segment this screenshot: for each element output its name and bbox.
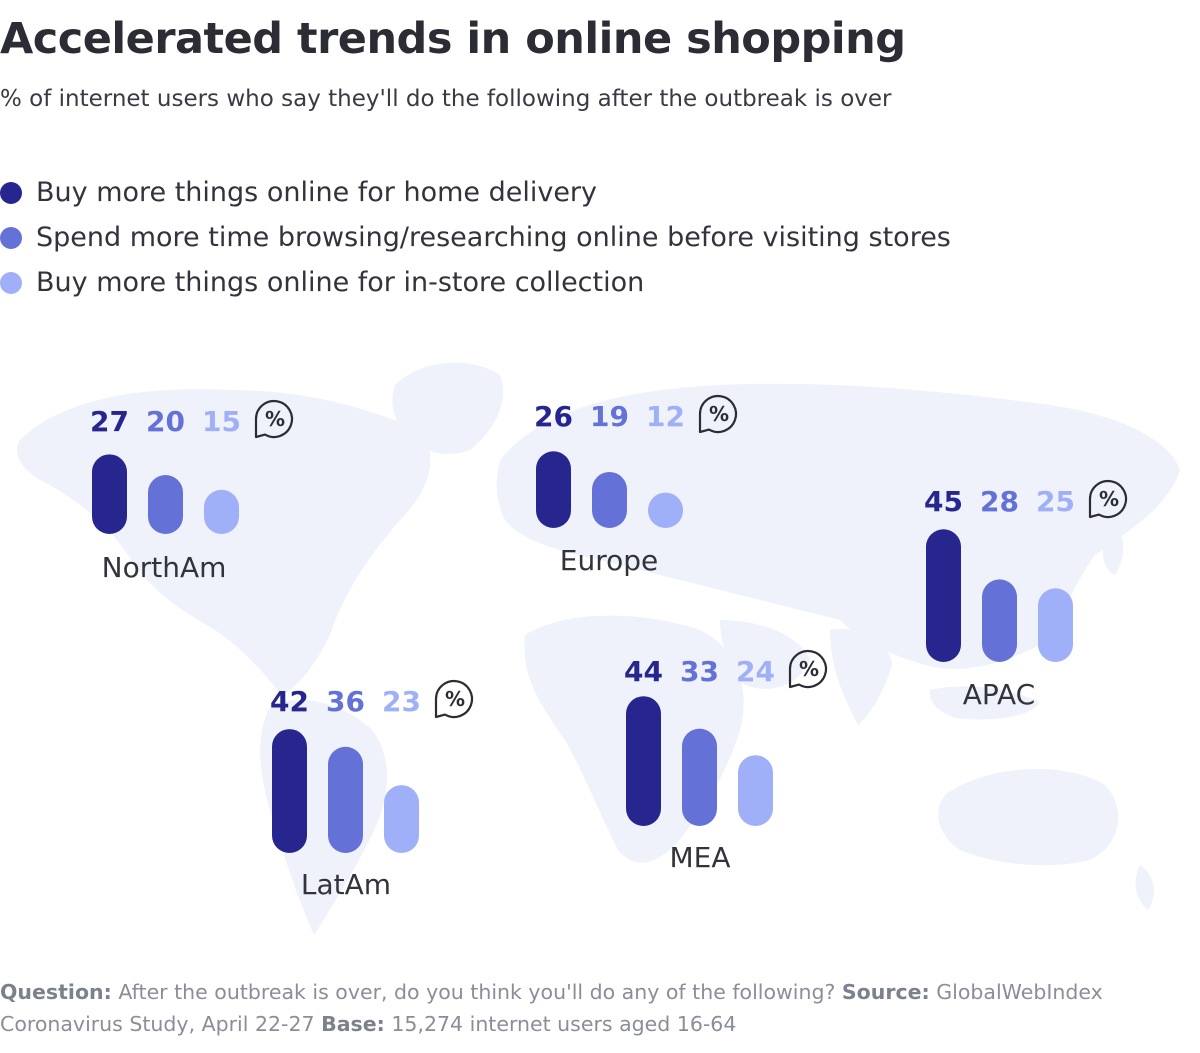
data-label-mea-series-3: 24 (736, 655, 775, 688)
bar-apac-series-3 (1038, 588, 1073, 662)
legend-label: Spend more time browsing/researching onl… (36, 222, 951, 253)
data-label-europe-series-3: 12 (646, 400, 685, 433)
legend-dot-icon (0, 181, 22, 204)
percent-symbol: % (445, 687, 465, 711)
region-label-latam: LatAm (301, 868, 391, 901)
percent-badge-icon (254, 399, 294, 439)
data-label-apac-series-2: 28 (980, 485, 1019, 518)
legend-dot-icon (0, 271, 22, 294)
region-label-europe: Europe (560, 544, 658, 577)
percent-badge-icon (434, 679, 474, 719)
bar-latam-series-3 (384, 785, 419, 853)
legend-item-browsing: Spend more time browsing/researching onl… (0, 215, 951, 260)
legend-item-in-store: Buy more things online for in-store coll… (0, 260, 951, 305)
percent-badge-icon (788, 649, 828, 689)
bar-northam-series-2 (148, 475, 183, 534)
legend: Buy more things online for home delivery… (0, 170, 951, 305)
bar-latam-series-2 (328, 746, 363, 853)
bar-northam-series-3 (204, 489, 239, 534)
data-label-northam-series-2: 20 (146, 405, 185, 438)
percent-symbol: % (1099, 487, 1119, 511)
source-label: Source: (841, 980, 930, 1004)
bar-latam-series-1 (272, 729, 307, 853)
question-text: After the outbreak is over, do you think… (118, 980, 836, 1004)
bar-mea-series-3 (738, 755, 773, 826)
percent-symbol: % (709, 402, 729, 426)
base-text: 15,274 internet users aged 16-64 (391, 1012, 737, 1036)
legend-label: Buy more things online for home delivery (36, 177, 598, 208)
percent-badge-icon (698, 394, 738, 434)
bar-northam-series-1 (92, 454, 127, 534)
bar-europe-series-2 (592, 471, 627, 528)
legend-label: Buy more things online for in-store coll… (36, 267, 645, 298)
source-text: GlobalWebIndex Coronavirus Study, April … (0, 980, 1103, 1036)
data-label-latam-series-2: 36 (326, 685, 365, 718)
percent-symbol: % (799, 657, 819, 681)
legend-dot-icon (0, 226, 22, 249)
region-label-mea: MEA (669, 841, 730, 874)
data-label-latam-series-1: 42 (270, 685, 309, 718)
data-label-latam-series-3: 23 (382, 685, 421, 718)
bar-mea-series-1 (626, 696, 661, 826)
region-label-northam: NorthAm (102, 551, 227, 584)
percent-symbol: % (265, 407, 285, 431)
legend-item-home-delivery: Buy more things online for home delivery (0, 170, 951, 215)
page-subtitle: % of internet users who say they'll do t… (0, 86, 892, 112)
base-label: Base: (321, 1012, 385, 1036)
bar-apac-series-1 (926, 529, 961, 662)
data-label-europe-series-1: 26 (534, 400, 573, 433)
data-label-europe-series-2: 19 (590, 400, 629, 433)
data-label-apac-series-1: 45 (924, 485, 963, 518)
region-label-apac: APAC (963, 678, 1035, 711)
bar-europe-series-3 (648, 492, 683, 528)
data-label-mea-series-2: 33 (680, 655, 719, 688)
page-title: Accelerated trends in online shopping (0, 14, 906, 64)
bar-apac-series-2 (982, 579, 1017, 662)
data-label-northam-series-1: 27 (90, 405, 129, 438)
footnote: Question: After the outbreak is over, do… (0, 976, 1190, 1040)
question-label: Question: (0, 980, 112, 1004)
bar-mea-series-2 (682, 728, 717, 826)
bar-europe-series-1 (536, 451, 571, 528)
data-label-mea-series-1: 44 (624, 655, 663, 688)
data-label-apac-series-3: 25 (1036, 485, 1075, 518)
percent-badge-icon (1088, 479, 1128, 519)
data-label-northam-series-3: 15 (202, 405, 241, 438)
